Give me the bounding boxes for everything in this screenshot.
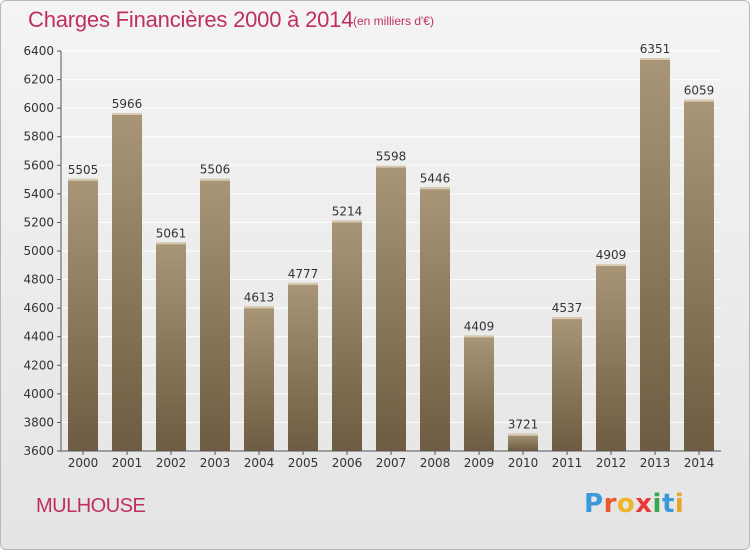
y-tick-label: 4200: [23, 358, 54, 372]
bar-highlight: [156, 242, 186, 245]
bar-value-label: 4777: [288, 267, 319, 281]
logo-letter: t: [661, 489, 675, 519]
y-tick-label: 3800: [23, 415, 54, 429]
bar-highlight: [508, 433, 538, 436]
y-tick-label: 4000: [23, 387, 54, 401]
bar-value-label: 5061: [156, 226, 187, 240]
y-tick-label: 6000: [23, 101, 54, 115]
y-tick-label: 4600: [23, 301, 54, 315]
bar-value-label: 5966: [112, 97, 143, 111]
bar-2004: [244, 306, 274, 451]
bar-value-label: 5598: [376, 150, 407, 164]
bar-value-label: 5506: [200, 163, 231, 177]
city-label: MULHOUSE: [36, 495, 146, 517]
bar-highlight: [112, 113, 142, 115]
logo-letter: i: [674, 489, 685, 519]
bar-value-label: 5214: [332, 204, 363, 218]
bar-highlight: [68, 178, 98, 181]
bar-highlight: [684, 99, 714, 102]
bar-value-label: 3721: [508, 418, 539, 432]
bar-2013: [640, 58, 670, 451]
bar-value-label: 4613: [244, 290, 275, 304]
bar-value-label: 5446: [420, 171, 451, 185]
x-tick-label: 2008: [420, 456, 451, 470]
bar-value-label: 5505: [68, 163, 99, 177]
y-tick-label: 6200: [23, 73, 54, 87]
bar-highlight: [464, 335, 494, 338]
bar-highlight: [200, 178, 230, 181]
y-tick-label: 5400: [23, 187, 54, 201]
y-tick-label: 4800: [23, 273, 54, 287]
bars: [68, 58, 714, 452]
bar-2014: [684, 99, 714, 451]
x-tick-label: 2009: [464, 456, 495, 470]
bar-2006: [332, 220, 362, 451]
bar-value-labels: 5505 5966 5061 5506 4613 4777 5214 5598 5446 4409…: [68, 42, 715, 432]
bar-2012: [596, 264, 626, 451]
bar-highlight: [596, 264, 626, 266]
x-tick-label: 2004: [244, 456, 275, 470]
bar-2000: [68, 178, 98, 451]
bar-2009: [464, 335, 494, 451]
bar-highlight: [640, 58, 670, 60]
bar-value-label: 6351: [640, 42, 671, 56]
logo-letter: i: [652, 489, 662, 519]
bar-highlight: [552, 317, 582, 320]
bar-highlight: [288, 282, 318, 285]
bar-value-label: 4537: [552, 301, 583, 315]
bar-highlight: [376, 165, 406, 168]
x-tick-label: 2011: [552, 456, 583, 470]
chart-title: Charges Financières 2000 à 2014: [28, 7, 354, 32]
y-tick-label: 6400: [23, 44, 54, 58]
y-tick-label: 5200: [23, 215, 54, 229]
logo-letter: o: [616, 489, 636, 519]
x-tick-label: 2003: [200, 456, 231, 470]
bar-highlight: [420, 187, 450, 190]
proxiti-logo: Proxiti: [584, 489, 684, 519]
bar-2002: [156, 242, 186, 451]
x-tick-label: 2005: [288, 456, 319, 470]
bar-highlight: [244, 306, 274, 309]
bar-2001: [112, 113, 142, 451]
bar-2008: [420, 187, 450, 452]
bar-value-label: 4409: [464, 319, 495, 333]
chart-subtitle: (en milliers d'€): [353, 14, 434, 28]
x-tick-label: 2014: [684, 456, 715, 470]
bar-value-label: 6059: [684, 84, 715, 98]
bar-2005: [288, 282, 318, 451]
bar-2003: [200, 178, 230, 451]
bar-2007: [376, 165, 406, 452]
bar-highlight: [332, 220, 362, 223]
axes: 3600 3800 4000 4200 4400 4600 4800 5000 5200 5400…: [23, 44, 721, 470]
bar-2010: [508, 433, 538, 451]
y-tick-label: 4400: [23, 330, 54, 344]
x-tick-label: 2012: [596, 456, 627, 470]
y-tick-label: 5600: [23, 158, 54, 172]
x-tick-label: 2000: [68, 456, 99, 470]
bar-2011: [552, 317, 582, 451]
y-tick-label: 5800: [23, 130, 54, 144]
x-tick-label: 2006: [332, 456, 363, 470]
logo-letter: P: [584, 489, 604, 519]
x-tick-label: 2001: [112, 456, 143, 470]
y-tick-label: 5000: [23, 244, 54, 258]
x-tick-label: 2010: [508, 456, 539, 470]
logo-letter: r: [603, 489, 617, 519]
bar-value-label: 4909: [596, 248, 627, 262]
x-tick-label: 2002: [156, 456, 187, 470]
logo-letter: x: [635, 489, 653, 519]
y-tick-label: 3600: [23, 444, 54, 458]
x-tick-label: 2007: [376, 456, 407, 470]
x-tick-label: 2013: [640, 456, 671, 470]
